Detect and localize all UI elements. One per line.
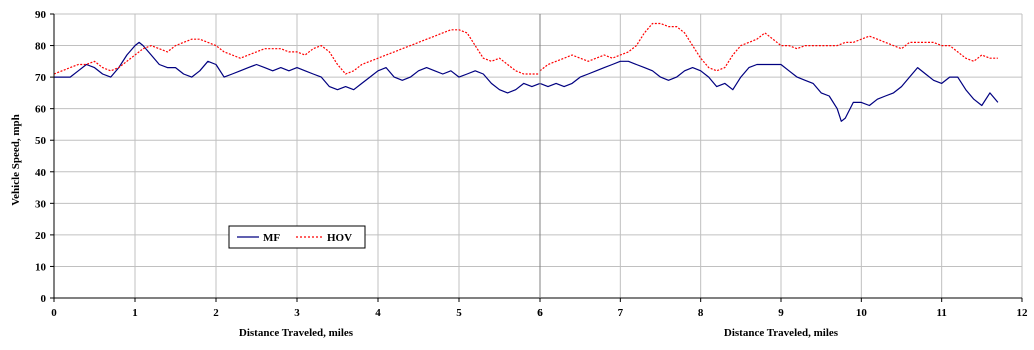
x-tick-label: 6 [537,307,543,319]
y-tick-label: 0 [41,293,47,305]
series-lines [53,22,999,122]
x-tick-label: 11 [936,307,946,319]
series-line-hov-panel-1 [53,29,540,75]
x-tick-label: 2 [213,307,219,319]
y-tick-label: 50 [35,135,47,147]
x-axis-title-left: Distance Traveled, miles [239,327,354,339]
legend-hov-label: HOV [327,232,352,244]
y-tick-label: 40 [35,167,47,179]
x-tick-label: 12 [1017,307,1029,319]
x-tick-label: 5 [456,307,462,319]
series-line-mf-panel-1 [54,41,541,94]
y-tick-label: 30 [35,198,47,210]
x-tick-label: 1 [132,307,138,319]
x-tick-label: 9 [778,307,784,319]
x-tick-label: 10 [856,307,868,319]
y-tick-label: 60 [35,104,47,116]
x-tick-label: 0 [51,307,57,319]
x-axis-title-right: Distance Traveled, miles [724,327,839,339]
legend-mf-label: MF [263,232,280,244]
y-tick-label: 80 [35,41,47,53]
series-line-mf-panel-2 [539,60,999,122]
x-tick-label: 8 [698,307,704,319]
x-tick-label: 4 [375,307,381,319]
y-axis-title: Vehicle Speed, mph [10,114,22,206]
x-tick-label: 7 [618,307,624,319]
series-line-hov-panel-2 [539,22,998,72]
x-tick-label: 3 [294,307,300,319]
y-tick-label: 20 [35,230,47,242]
y-tick-label: 10 [35,261,47,273]
y-tick-label: 70 [35,72,47,84]
axes [50,13,1023,302]
y-tick-label: 90 [35,9,47,21]
legend: MF HOV [228,225,366,249]
x-tick-label: 6 [537,307,543,319]
